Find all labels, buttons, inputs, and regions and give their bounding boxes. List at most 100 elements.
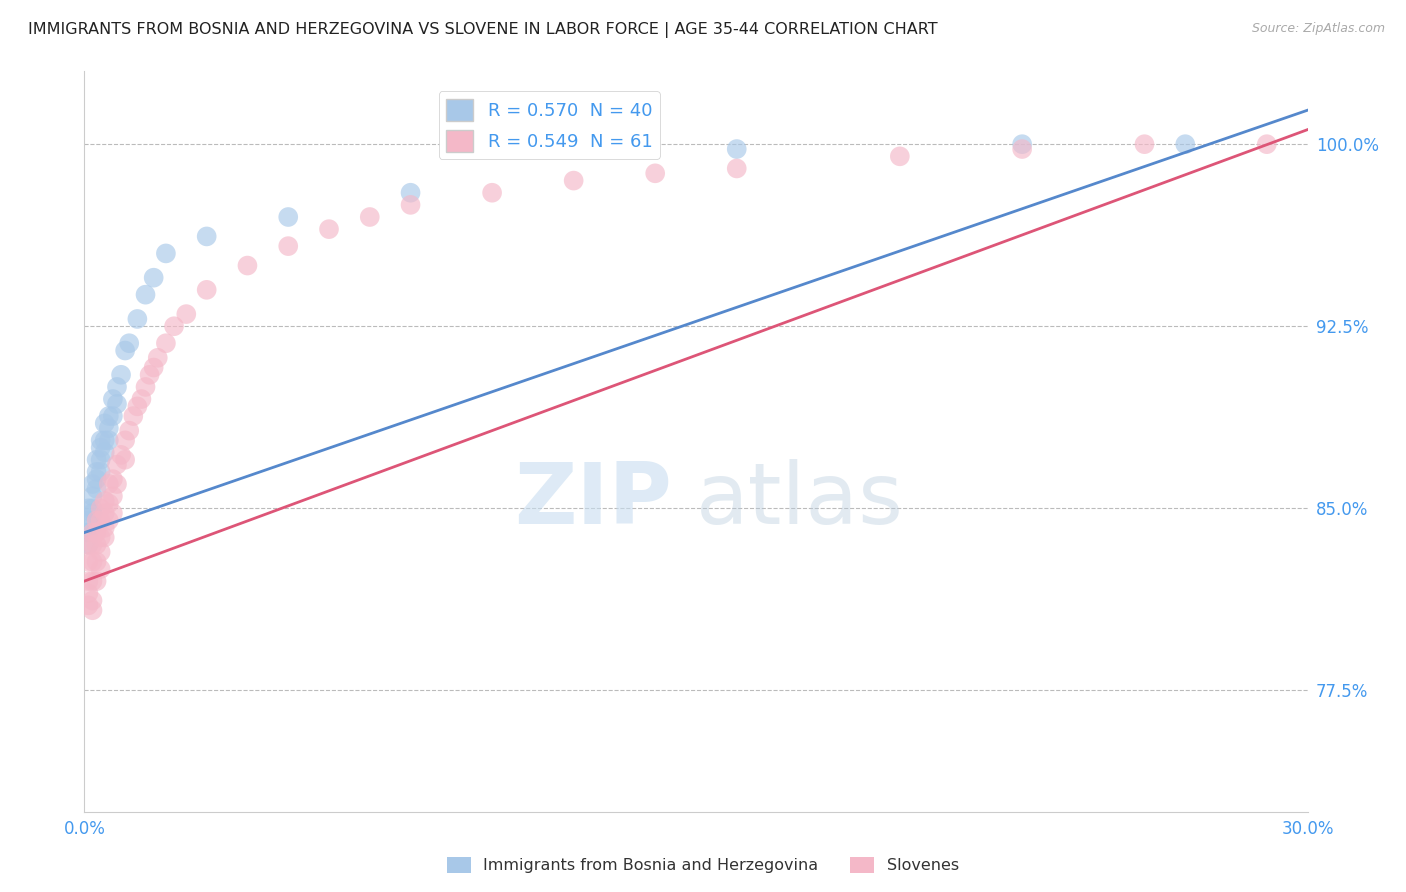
Text: ZIP: ZIP [513,459,672,542]
Point [1174,137,1197,152]
Point [399,198,422,212]
Point [86,538,108,552]
Legend: R = 0.570  N = 40, R = 0.549  N = 61: R = 0.570 N = 40, R = 0.549 N = 61 [439,92,659,159]
Point [90,441,112,455]
Point [236,259,259,273]
Point [174,307,197,321]
Point [77,538,100,552]
Point [86,555,108,569]
Point [118,336,141,351]
Point [97,421,120,435]
Point [1256,137,1278,152]
Point [97,513,120,527]
Point [163,319,186,334]
Point [122,409,145,423]
Point [114,452,136,467]
Point [644,166,666,180]
Point [93,521,115,535]
Point [82,555,104,569]
Point [142,360,165,375]
Point [105,458,128,472]
Point [135,380,157,394]
Point [86,525,108,540]
Point [82,489,104,503]
Text: Source: ZipAtlas.com: Source: ZipAtlas.com [1251,22,1385,36]
Point [93,434,115,448]
Point [86,465,108,479]
Point [1011,137,1033,152]
Legend: Immigrants from Bosnia and Herzegovina, Slovenes: Immigrants from Bosnia and Herzegovina, … [440,850,966,880]
Point [118,424,141,438]
Point [277,210,299,224]
Point [86,513,108,527]
Point [90,452,112,467]
Point [77,574,100,588]
Point [114,434,136,448]
Point [481,186,503,200]
Point [195,283,218,297]
Point [90,434,112,448]
Point [110,448,132,462]
Point [277,239,299,253]
Point [195,229,218,244]
Point [77,586,100,600]
Point [82,506,104,520]
Point [82,518,104,533]
Point [101,489,124,503]
Point [86,574,108,588]
Point [93,417,115,431]
Point [90,530,112,544]
Text: atlas: atlas [696,459,904,542]
Point [131,392,153,406]
Point [725,142,748,156]
Point [86,452,108,467]
Point [93,506,115,520]
Point [97,496,120,510]
Point [97,477,120,491]
Point [77,555,100,569]
Point [86,472,108,486]
Point [77,501,100,516]
Point [155,336,177,351]
Point [97,434,120,448]
Point [399,186,422,200]
Point [127,312,149,326]
Point [97,409,120,423]
Point [82,501,104,516]
Point [77,599,100,613]
Point [101,506,124,520]
Point [1011,142,1033,156]
Point [1133,137,1156,152]
Point [77,538,100,552]
Point [135,287,157,301]
Point [86,482,108,496]
Point [562,173,585,187]
Point [82,525,104,540]
Point [90,545,112,559]
Point [90,465,112,479]
Point [90,562,112,576]
Point [93,530,115,544]
Point [77,525,100,540]
Point [359,210,381,224]
Point [155,246,177,260]
Point [101,392,124,406]
Point [90,513,112,527]
Point [318,222,340,236]
Point [101,409,124,423]
Text: IMMIGRANTS FROM BOSNIA AND HERZEGOVINA VS SLOVENE IN LABOR FORCE | AGE 35-44 COR: IMMIGRANTS FROM BOSNIA AND HERZEGOVINA V… [28,22,938,38]
Point [110,368,132,382]
Point [142,270,165,285]
Point [82,593,104,607]
Point [93,494,115,508]
Point [77,513,100,527]
Point [138,368,160,382]
Point [93,445,115,459]
Point [146,351,169,365]
Point [101,472,124,486]
Point [82,574,104,588]
Point [889,149,911,163]
Point [105,477,128,491]
Point [114,343,136,358]
Point [105,380,128,394]
